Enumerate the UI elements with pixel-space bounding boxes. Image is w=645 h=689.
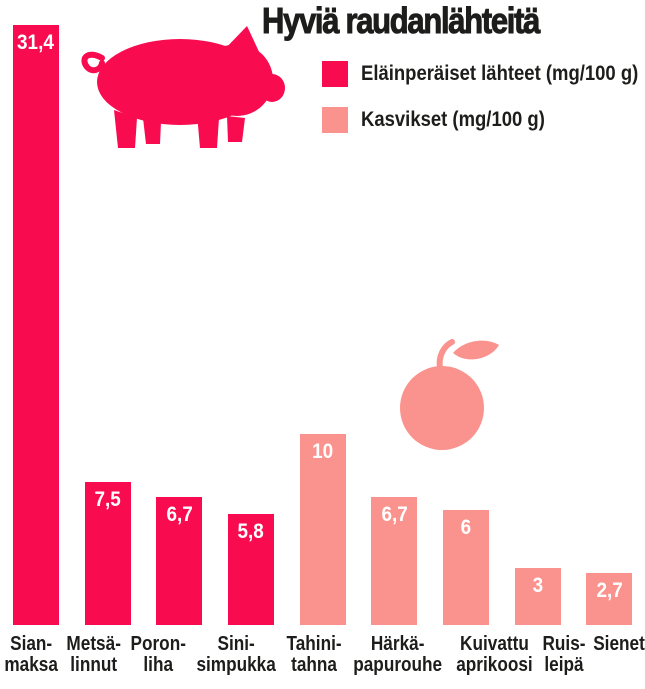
bar-column: 6,7 [143,497,215,625]
legend-swatch-animal [322,60,348,87]
bar: 6,7 [156,497,203,625]
legend-label-plant: Kasvikset (mg/100 g) [361,107,545,131]
chart-legend: Eläinperäiset lähteet (mg/100 g) Kasviks… [322,60,645,152]
bar: 5,8 [227,514,274,625]
pig-icon [81,26,285,148]
x-axis-label: Metsä-linnut [66,633,122,677]
legend-swatch-plant [322,106,348,133]
legend-label-animal: Eläinperäiset lähteet (mg/100 g) [361,61,639,85]
bar-column: 5,8 [215,514,287,625]
bar-value-label: 2,7 [596,579,623,602]
x-axis-label: Sini-simpukka [196,633,276,677]
x-axis-label: Ruis-leipä [542,633,586,677]
x-axis-label: Kuivattu aprikoosi [455,633,533,677]
bar-column: 6 [430,510,502,625]
bar: 7,5 [84,482,131,625]
bar-value-label: 6,7 [166,503,193,526]
bar: 6,7 [371,497,418,625]
bar-value-label: 10 [311,440,334,463]
bar: 31,4 [12,25,59,625]
bar-value-label: 31,4 [17,31,55,54]
bar-value-label: 3 [532,574,543,597]
bar-column: 2,7 [573,573,645,625]
bar: 10 [299,434,346,625]
legend-item-animal: Eläinperäiset lähteet (mg/100 g) [322,60,645,87]
bar-column: 10 [287,434,359,625]
apricot-icon [400,339,499,450]
x-axis-label: Poron-liha [130,633,186,677]
bar-value-label: 6,7 [381,503,408,526]
bar: 6 [442,510,489,625]
x-axis-labels: Sian-maksa Metsä-linnut Poron-liha Sini-sim… [0,633,645,677]
bar-column: 3 [502,568,574,625]
bar: 3 [514,568,561,625]
bar-value-label: 7,5 [94,488,121,511]
bar-value-label: 6 [460,516,472,539]
bar-column: 31,4 [0,25,72,625]
bar-column: 6,7 [358,497,430,625]
x-axis-label: Sienet [592,633,645,655]
x-axis-label: Sian-maksa [4,633,58,677]
bar: 2,7 [586,573,633,625]
bar-chart-area: 31,4 7,5 6,7 5,8 10 6,7 6 3 2,7 [0,25,645,625]
x-axis-label: Tahini-tahna [286,633,342,677]
bar-column: 7,5 [72,482,144,625]
x-axis-label: Härkä-papurouhe [353,633,443,677]
page-title: Hyviä raudanlähteitä [262,0,541,42]
legend-item-plant: Kasvikset (mg/100 g) [322,106,645,133]
bar-value-label: 5,8 [237,520,264,543]
